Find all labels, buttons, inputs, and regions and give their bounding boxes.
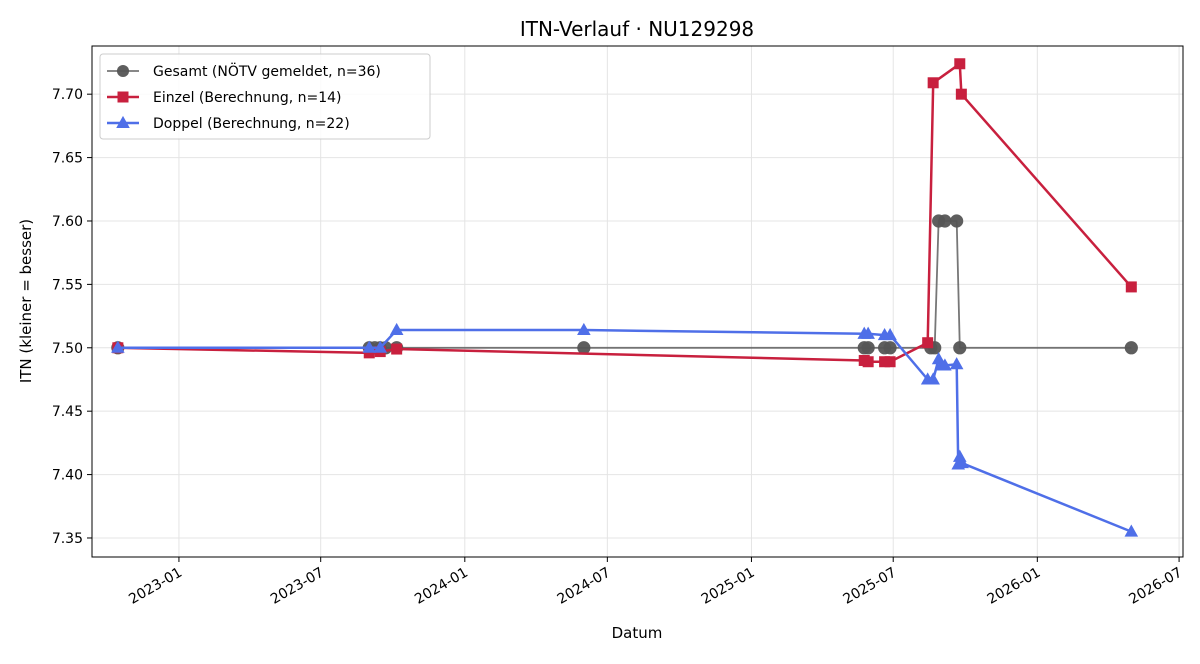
data-point <box>363 347 375 359</box>
data-point <box>953 341 967 355</box>
data-point <box>949 357 964 370</box>
data-point <box>955 88 967 100</box>
data-point <box>1124 341 1138 355</box>
plot-frame <box>91 45 1184 558</box>
data-point <box>938 358 952 371</box>
x-tick-label: 2024-01 <box>412 565 471 608</box>
x-axis-label: Datum <box>612 624 663 642</box>
legend: Gesamt (NÖTV gemeldet, n=36) Einzel (Bere… <box>99 53 431 140</box>
data-point <box>884 356 896 368</box>
legend-marker-square <box>117 91 129 103</box>
x-tick-label: 2025-07 <box>841 565 900 608</box>
data-point <box>955 456 969 469</box>
legend-entry: Gesamt (NÖTV gemeldet, n=36) <box>153 62 381 80</box>
y-tick-label: 7.35 <box>52 531 83 547</box>
x-tick-label: 2024-07 <box>555 565 614 608</box>
y-tick-label: 7.55 <box>52 277 83 293</box>
x-tick-label: 2025-01 <box>699 565 758 608</box>
data-point <box>577 341 591 355</box>
y-tick-label: 7.65 <box>52 151 83 167</box>
data-point <box>1125 281 1137 293</box>
y-tick-label: 7.50 <box>52 341 83 357</box>
y-axis-label: ITN (kleiner = besser) <box>17 219 35 383</box>
legend-box <box>99 53 431 140</box>
y-tick-label: 7.70 <box>52 87 83 103</box>
data-point <box>373 340 388 353</box>
legend-entry: Doppel (Berechnung, n=22) <box>153 116 350 132</box>
x-tick-label: 2023-01 <box>126 565 185 608</box>
data-point <box>111 340 125 353</box>
data-point <box>883 327 897 341</box>
grid <box>92 46 1183 557</box>
data-point <box>861 326 875 339</box>
data-point <box>926 372 940 385</box>
data-point <box>577 322 591 336</box>
data-point <box>922 337 934 349</box>
data-point <box>952 449 967 462</box>
data-point <box>391 343 403 355</box>
legend-entry: Einzel (Berechnung, n=14) <box>153 90 342 106</box>
y-tick-label: 7.45 <box>52 404 83 420</box>
series-line <box>117 328 1132 533</box>
data-point <box>954 58 966 70</box>
data-point <box>950 214 964 228</box>
x-tick-label: 2026-01 <box>985 565 1044 608</box>
data-point <box>362 340 377 353</box>
legend-marker-triangle <box>116 115 130 129</box>
data-point <box>938 214 952 228</box>
data-point <box>1124 524 1139 537</box>
chart-title: ITN-Verlauf · NU129298 <box>520 17 754 41</box>
data-point <box>927 77 939 89</box>
data-point <box>389 322 404 336</box>
legend-marker-circle <box>116 64 130 78</box>
data-point <box>883 341 897 355</box>
data-point <box>861 341 875 355</box>
series-layer <box>111 58 1139 537</box>
y-tick-label: 7.60 <box>52 214 83 230</box>
x-tick-label: 2026-07 <box>1126 565 1185 608</box>
data-point <box>862 356 874 368</box>
x-tick-label: 2023-07 <box>268 565 327 608</box>
y-tick-label: 7.40 <box>52 468 83 484</box>
series-triangle <box>111 322 1139 537</box>
